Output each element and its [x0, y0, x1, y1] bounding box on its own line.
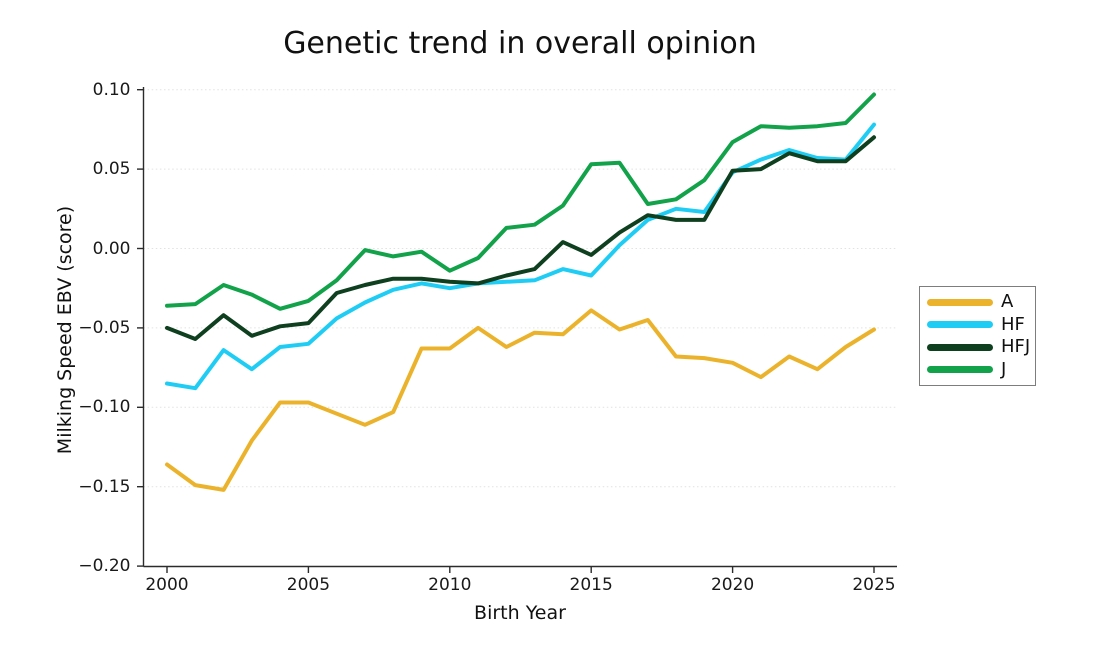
legend-label: J	[1001, 358, 1007, 380]
series-line-J	[165, 92, 876, 311]
legend-swatch-J-icon	[927, 366, 993, 374]
y-tick-label: 0.00	[92, 238, 131, 259]
legend-item-HF: HF	[927, 313, 1035, 335]
y-tick-label: −0.20	[78, 556, 131, 577]
legend-swatch-HF-icon	[927, 321, 993, 329]
legend: A HF HFJ J	[919, 286, 1036, 386]
series-line-A	[165, 308, 876, 492]
y-tick-label: −0.10	[78, 397, 131, 418]
y-tick-label: 0.05	[92, 159, 131, 180]
legend-label: HFJ	[1001, 336, 1031, 358]
x-tick-label: 2025	[852, 574, 896, 595]
x-tick-label: 2010	[428, 574, 472, 595]
legend-swatch-HFJ-icon	[927, 343, 993, 351]
series-line-HFJ	[165, 135, 876, 341]
legend-label: HF	[1001, 313, 1025, 335]
y-tick-label: 0.10	[92, 79, 131, 100]
legend-label: A	[1001, 291, 1014, 313]
legend-item-HFJ: HFJ	[927, 338, 1035, 356]
legend-swatch-A-icon	[927, 298, 993, 306]
x-axis-label: Birth Year	[474, 602, 566, 624]
x-tick-label: 2020	[710, 574, 755, 595]
legend-item-J: J	[927, 358, 1035, 380]
x-tick-label: 2005	[286, 574, 331, 595]
legend-item-A: A	[927, 293, 1035, 311]
series-line-HF	[165, 122, 876, 391]
x-tick-label: 2000	[145, 574, 189, 595]
x-tick-label: 2015	[569, 574, 613, 595]
y-tick-label: −0.05	[78, 317, 131, 338]
chart-title: Genetic trend in overall opinion	[283, 26, 757, 61]
y-tick-label: −0.15	[78, 476, 131, 497]
